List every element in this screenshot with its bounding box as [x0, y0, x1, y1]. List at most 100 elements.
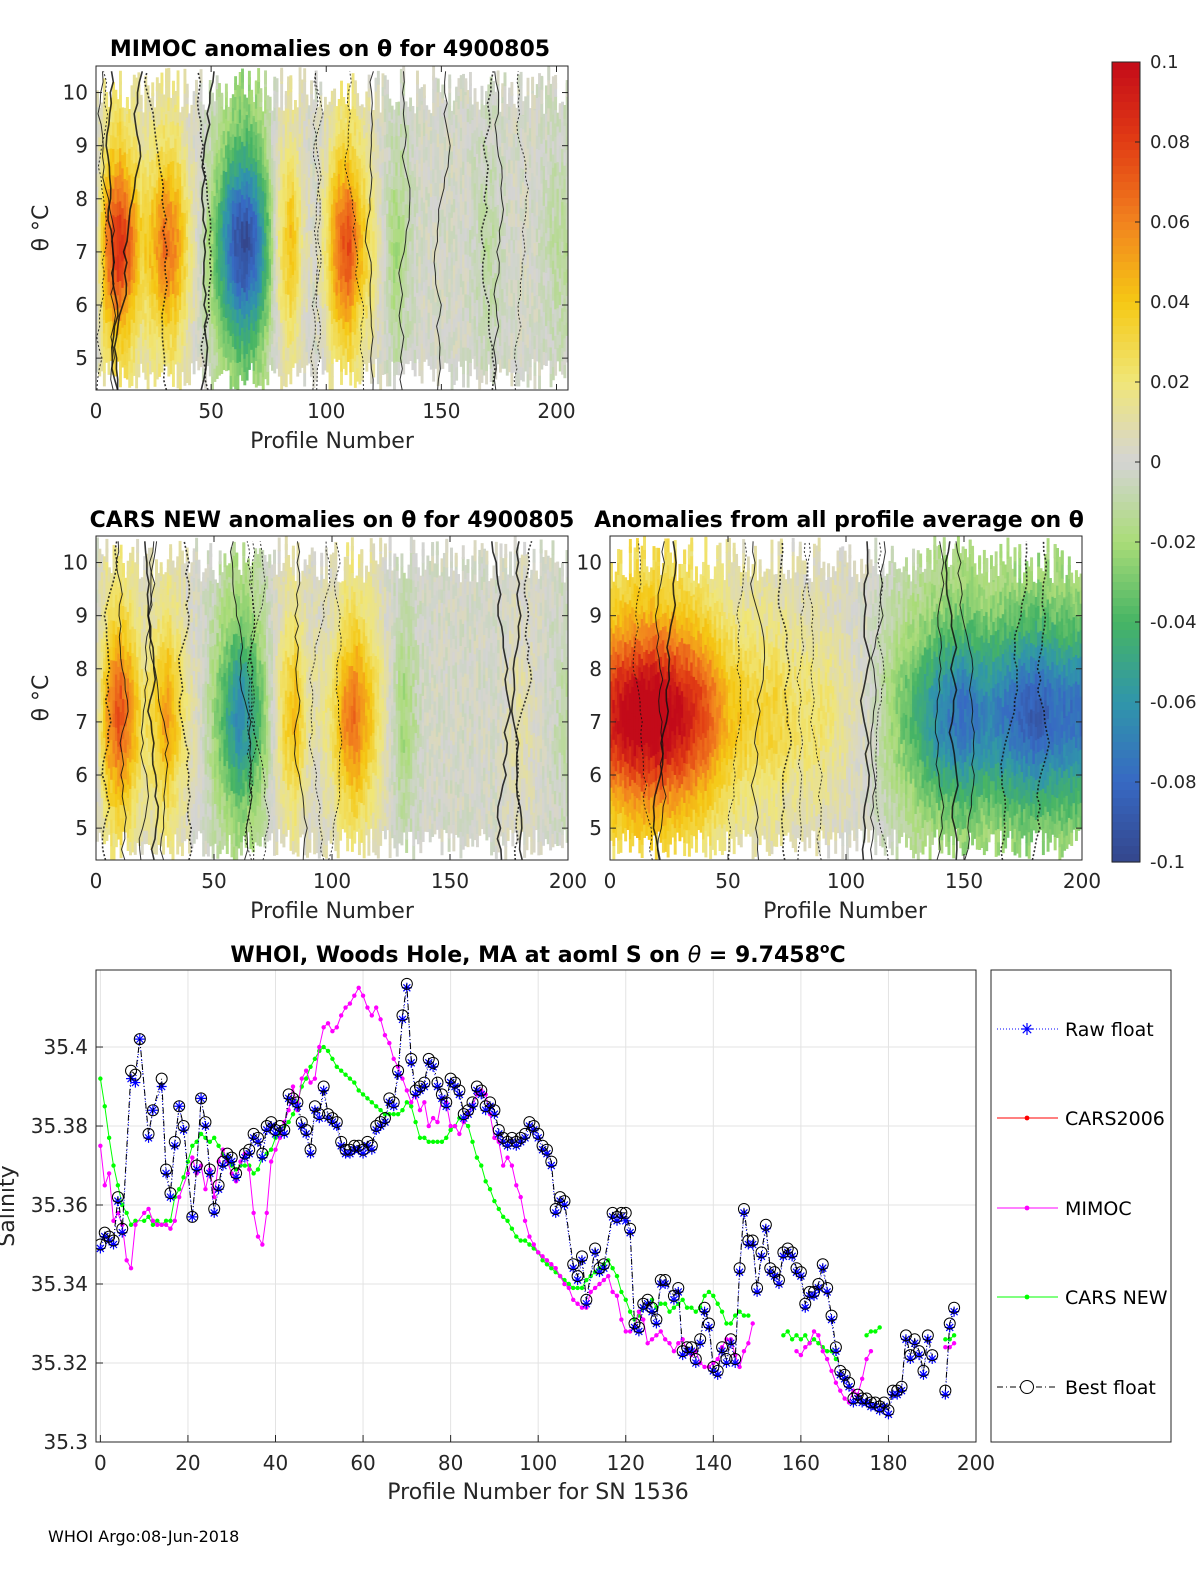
heatmap-cell	[508, 225, 512, 240]
heatmap-cell	[138, 672, 142, 687]
heatmap-cell	[367, 295, 371, 310]
heatmap-cell	[551, 233, 555, 248]
heatmap-cell	[337, 120, 341, 135]
heatmap-cell	[112, 95, 116, 110]
heatmap-cell	[107, 648, 111, 663]
heatmap-cell	[443, 202, 447, 217]
heatmap-cell	[411, 303, 415, 317]
heatmap-cell	[261, 137, 265, 152]
heatmap-cell	[452, 371, 456, 385]
heatmap-cell	[128, 347, 132, 362]
heatmap-cell	[234, 189, 238, 204]
heatmap-cell	[542, 192, 546, 206]
heatmap-cell	[393, 309, 396, 323]
heatmap-cell	[162, 94, 166, 109]
heatmap-cell	[126, 717, 130, 732]
heatmap-cell	[459, 113, 463, 128]
heatmap-cell	[250, 269, 254, 284]
heatmap-cell	[342, 288, 346, 303]
heatmap-cell	[409, 267, 413, 282]
heatmap-cell	[367, 136, 371, 151]
heatmap-cell	[422, 95, 426, 110]
heatmap-cell	[422, 162, 426, 176]
heatmap-cell	[158, 336, 162, 351]
heatmap-cell	[195, 267, 198, 282]
heatmap-cell	[321, 334, 325, 349]
heatmap-cell	[337, 199, 341, 214]
heatmap-cell	[538, 229, 541, 243]
heatmap-cell	[273, 293, 277, 307]
heatmap-cell	[439, 156, 442, 171]
heatmap-cell	[333, 119, 337, 134]
heatmap-cell	[132, 335, 136, 350]
heatmap-cell	[261, 323, 265, 338]
heatmap-cell	[268, 191, 272, 206]
heatmap-cell	[464, 134, 468, 149]
heatmap-cell	[360, 260, 364, 275]
heatmap-cell	[183, 358, 187, 373]
heatmap-cell	[128, 109, 132, 123]
heatmap-cell	[181, 358, 185, 373]
heatmap-cell	[372, 204, 376, 219]
heatmap-cell	[383, 94, 387, 109]
heatmap-cell	[128, 307, 132, 322]
heatmap-cell	[503, 341, 507, 356]
heatmap-cell	[399, 68, 403, 83]
heatmap-cell	[411, 249, 415, 264]
heatmap-cell	[314, 127, 318, 142]
heatmap-cell	[135, 294, 139, 309]
heatmap-cell	[515, 173, 518, 188]
heatmap-cell	[395, 102, 399, 116]
heatmap-cell	[319, 292, 323, 306]
heatmap-cell	[247, 302, 251, 317]
heatmap-cell	[176, 108, 180, 123]
heatmap-cell	[114, 833, 118, 848]
x-tick-label: 150	[422, 399, 460, 423]
heatmap-cell	[136, 736, 140, 751]
heatmap-cell	[252, 330, 256, 345]
heatmap-cell	[388, 279, 392, 294]
heatmap-cell	[227, 170, 231, 185]
heatmap-cell	[158, 283, 162, 298]
heatmap-cell	[554, 162, 558, 177]
heatmap-cell	[349, 225, 353, 240]
heatmap-cell	[367, 83, 371, 98]
heatmap-cell	[535, 241, 539, 256]
heatmap-cell	[531, 106, 535, 121]
heatmap-cell	[508, 252, 512, 266]
heatmap-cell	[450, 296, 454, 311]
heatmap-cell	[273, 226, 277, 241]
heatmap-cell	[142, 225, 145, 240]
heatmap-cell	[455, 140, 459, 155]
heatmap-cell	[100, 158, 104, 173]
heatmap-cell	[107, 595, 111, 610]
heatmap-cell	[107, 241, 111, 256]
heatmap-cell	[132, 136, 136, 151]
heatmap-cell	[138, 578, 142, 593]
heatmap-cell	[531, 225, 535, 240]
heatmap-cell	[519, 100, 523, 115]
heatmap-cell	[124, 619, 128, 634]
heatmap-cell	[303, 306, 307, 321]
heatmap-cell	[282, 266, 286, 281]
heatmap-cell	[381, 294, 385, 309]
heatmap-cell	[211, 283, 215, 298]
heatmap-cell	[220, 320, 224, 335]
heatmap-cell	[399, 309, 403, 324]
heatmap-cell	[275, 328, 279, 343]
heatmap-cell	[413, 229, 417, 244]
heatmap-cell	[131, 626, 135, 640]
heatmap-cell	[121, 260, 125, 275]
heatmap-cell	[98, 322, 102, 337]
heatmap-cell	[144, 113, 148, 128]
heatmap-cell	[142, 358, 145, 373]
heatmap-cell	[135, 228, 139, 243]
heatmap-cell	[215, 272, 219, 287]
heatmap-cell	[342, 248, 346, 263]
heatmap-cell	[107, 727, 111, 742]
heatmap-cell	[158, 110, 162, 125]
heatmap-cell	[236, 335, 240, 350]
heatmap-cell	[96, 668, 99, 683]
heatmap-cell	[261, 257, 265, 272]
heatmap-cell	[280, 123, 284, 137]
